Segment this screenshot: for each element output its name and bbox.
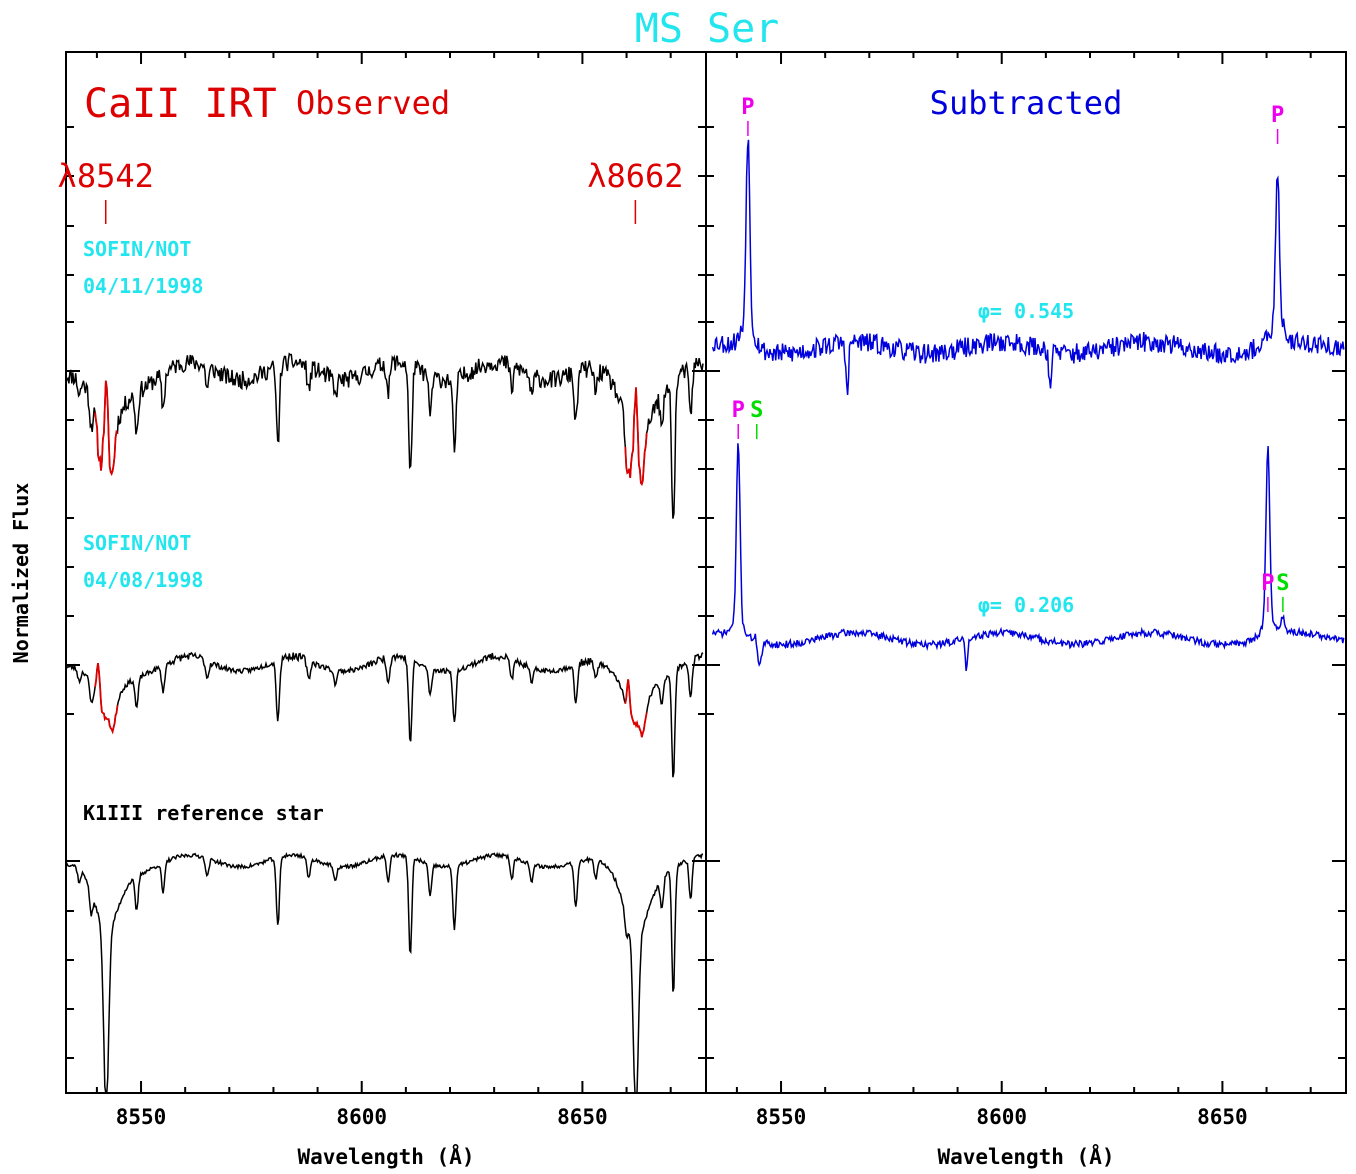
subtracted-x-axis-label: Wavelength (Å) — [937, 1144, 1114, 1169]
observed-x-tick-labels: 8550 8600 8650 — [116, 1105, 608, 1129]
ca-core-highlight — [624, 387, 648, 486]
reference-star-label: K1III reference star — [83, 801, 324, 825]
subtracted-spectrum-line — [711, 443, 1345, 672]
observed-subheader: Observed — [296, 84, 450, 122]
observation-date: 04/08/1998 — [83, 568, 203, 592]
ca-core-highlight — [624, 679, 648, 738]
x-tick-label: 8550 — [756, 1105, 807, 1129]
observed-spectrum-line — [65, 851, 704, 1094]
primary-component-label: P — [741, 95, 754, 120]
primary-component-label: P — [732, 398, 745, 423]
observation-date: 04/11/1998 — [83, 274, 203, 298]
ca-line-markers: λ8542 λ8662 — [58, 157, 684, 224]
observed-spectrum-line — [65, 651, 704, 778]
primary-component-label: P — [1271, 103, 1284, 128]
primary-component-label: P — [1261, 571, 1274, 596]
observed-spectrum-line — [65, 352, 704, 519]
subtracted-x-tick-labels: 8550 8600 8650 — [756, 1105, 1248, 1129]
y-axis-label: Normalized Flux — [9, 483, 33, 664]
observed-x-axis-label: Wavelength (Å) — [297, 1144, 474, 1169]
instrument-label: SOFIN/NOT — [83, 237, 191, 261]
observed-header: CaII IRT — [84, 81, 277, 127]
x-tick-label: 8650 — [557, 1105, 608, 1129]
secondary-component-label: S — [1276, 571, 1289, 596]
secondary-component-label: S — [750, 398, 763, 423]
subtracted-panel: 8550 8600 8650 Wavelength (Å) Subtracted φ… — [705, 51, 1347, 1169]
observed-spectrum-labels: SOFIN/NOT 04/11/1998 SOFIN/NOT 04/08/1998 K1… — [83, 237, 324, 825]
observed-panel: 8550 8600 8650 Wavelength (Å) CaII IRT Obs… — [58, 51, 707, 1169]
x-tick-label: 8650 — [1197, 1105, 1248, 1129]
line-marker-label: λ8542 — [58, 157, 154, 195]
ca-core-highlight — [94, 380, 119, 476]
observed-spectra — [65, 352, 704, 1094]
subtracted-header: Subtracted — [930, 84, 1123, 122]
subtracted-panel-frame — [705, 51, 1347, 1094]
orbital-phase-label: φ= 0.206 — [978, 593, 1074, 617]
observed-ticks — [66, 52, 706, 1093]
subtracted-spectrum-line — [711, 139, 1345, 395]
subtracted-ticks — [706, 52, 1346, 1093]
x-tick-label: 8550 — [116, 1105, 167, 1129]
line-marker-label: λ8662 — [587, 157, 683, 195]
x-tick-label: 8600 — [336, 1105, 387, 1129]
ca-core-highlight — [94, 662, 119, 735]
figure-title: MS Ser — [635, 6, 780, 52]
x-tick-label: 8600 — [976, 1105, 1027, 1129]
orbital-phase-label: φ= 0.545 — [978, 299, 1074, 323]
subtracted-spectra — [711, 139, 1345, 672]
instrument-label: SOFIN/NOT — [83, 531, 191, 555]
